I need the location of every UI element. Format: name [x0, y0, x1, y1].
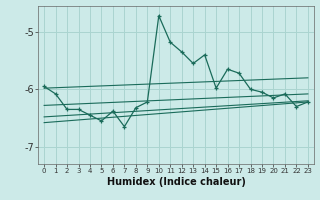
X-axis label: Humidex (Indice chaleur): Humidex (Indice chaleur) — [107, 177, 245, 187]
